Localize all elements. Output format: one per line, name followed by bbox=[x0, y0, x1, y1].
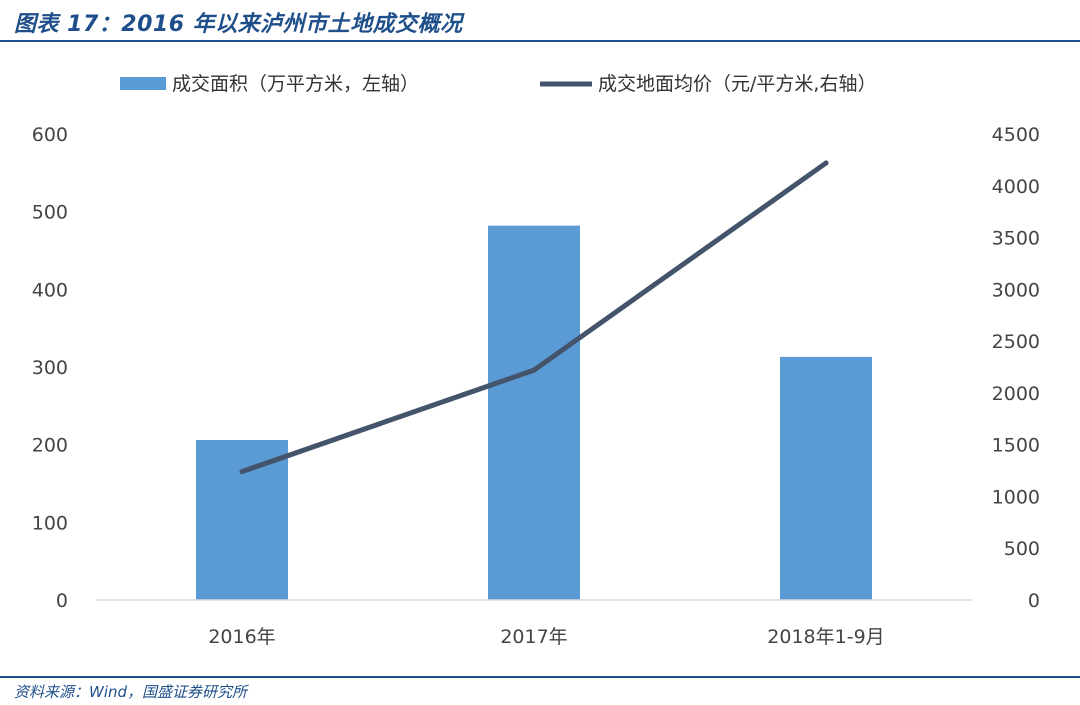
source-note: 资料来源：Wind，国盛证券研究所 bbox=[14, 683, 248, 701]
y-axis-right: 0 500 1000 1500 2000 2500 3000 3500 4000 4500 bbox=[992, 124, 1040, 612]
y-left-tick-label: 500 bbox=[32, 202, 68, 224]
y-left-tick-label: 0 bbox=[56, 590, 68, 612]
y-right-tick-label: 3500 bbox=[992, 228, 1040, 250]
x-axis: 2016年 2017年 2018年1-9月 bbox=[96, 599, 972, 648]
bar-series bbox=[196, 225, 872, 600]
y-right-tick-label: 1000 bbox=[992, 486, 1040, 508]
legend-label-line: 成交地面均价（元/平方米,右轴） bbox=[598, 73, 876, 95]
x-tick-label: 2018年1-9月 bbox=[767, 626, 884, 648]
y-right-tick-label: 500 bbox=[1004, 538, 1040, 560]
page-title: 图表 17：2016 年以来泸州市土地成交概况 bbox=[14, 12, 463, 37]
y-right-tick-label: 1500 bbox=[992, 435, 1040, 457]
title-divider bbox=[0, 40, 1080, 42]
chart: 成交面积（万平方米，左轴） 成交地面均价（元/平方米,右轴） 0 100 200 300… bbox=[32, 73, 1040, 648]
bar bbox=[196, 440, 288, 600]
y-left-tick-label: 600 bbox=[32, 124, 68, 146]
y-left-tick-label: 300 bbox=[32, 357, 68, 379]
line-point bbox=[239, 469, 245, 475]
legend: 成交面积（万平方米，左轴） 成交地面均价（元/平方米,右轴） bbox=[120, 73, 876, 95]
bar bbox=[488, 225, 580, 600]
y-right-tick-label: 2000 bbox=[992, 383, 1040, 405]
y-right-tick-label: 2500 bbox=[992, 331, 1040, 353]
line-point bbox=[823, 160, 829, 166]
y-right-tick-label: 4500 bbox=[992, 124, 1040, 146]
y-left-tick-label: 400 bbox=[32, 279, 68, 301]
line-series bbox=[239, 160, 829, 475]
y-right-tick-label: 4000 bbox=[992, 176, 1040, 198]
y-right-tick-label: 0 bbox=[1028, 590, 1040, 612]
y-left-tick-label: 100 bbox=[32, 512, 68, 534]
y-left-tick-label: 200 bbox=[32, 435, 68, 457]
line-point bbox=[531, 367, 537, 373]
y-right-tick-label: 3000 bbox=[992, 279, 1040, 301]
x-tick-label: 2016年 bbox=[208, 626, 275, 648]
legend-label-bar: 成交面积（万平方米，左轴） bbox=[172, 73, 419, 95]
y-axis-left: 0 100 200 300 400 500 600 bbox=[32, 124, 68, 612]
bar bbox=[780, 356, 872, 600]
legend-swatch-bar bbox=[120, 77, 166, 90]
footer-divider bbox=[0, 676, 1080, 678]
x-tick-label: 2017年 bbox=[500, 626, 567, 648]
